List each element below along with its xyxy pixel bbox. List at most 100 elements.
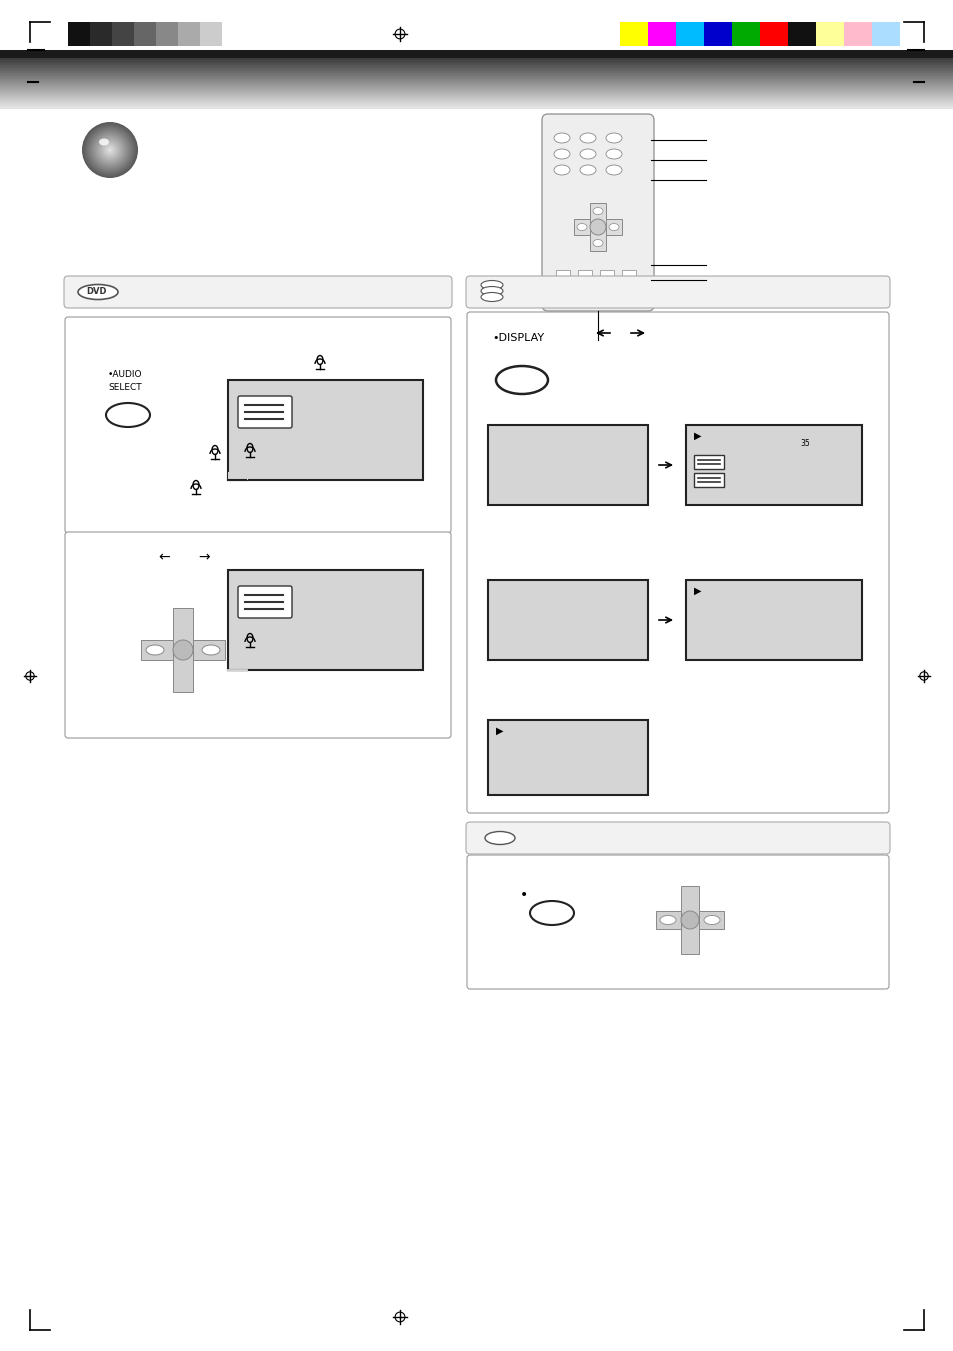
Circle shape <box>84 124 136 176</box>
Bar <box>0 53 953 55</box>
Bar <box>619 22 647 46</box>
Bar <box>0 104 953 105</box>
Bar <box>0 86 953 88</box>
Bar <box>599 286 614 295</box>
Ellipse shape <box>577 223 586 231</box>
Bar <box>0 86 953 89</box>
Bar <box>0 105 953 108</box>
Circle shape <box>98 138 122 162</box>
Bar <box>0 101 953 103</box>
Text: ▶: ▶ <box>496 725 503 736</box>
Bar <box>0 97 953 99</box>
Text: SELECT: SELECT <box>108 382 141 392</box>
Ellipse shape <box>579 165 596 176</box>
Circle shape <box>97 136 123 163</box>
Circle shape <box>107 147 112 153</box>
Bar <box>0 76 953 77</box>
Bar <box>0 72 953 73</box>
Bar <box>0 70 953 72</box>
Ellipse shape <box>554 149 569 159</box>
Bar <box>0 50 953 51</box>
Bar <box>0 99 953 101</box>
Bar <box>0 77 953 78</box>
FancyBboxPatch shape <box>237 586 292 617</box>
Circle shape <box>90 130 130 170</box>
Ellipse shape <box>605 165 621 176</box>
Ellipse shape <box>593 208 602 215</box>
Bar <box>0 88 953 91</box>
Bar <box>228 570 422 670</box>
Text: •AUDIO: •AUDIO <box>108 370 142 380</box>
Ellipse shape <box>480 293 502 301</box>
Bar <box>0 59 953 62</box>
Circle shape <box>106 146 113 154</box>
Bar <box>0 58 953 59</box>
Bar <box>0 82 953 84</box>
Bar <box>0 103 953 105</box>
Bar <box>0 57 953 59</box>
Text: ▶: ▶ <box>693 431 700 440</box>
Text: DVD: DVD <box>86 286 107 296</box>
Bar <box>685 426 862 505</box>
FancyBboxPatch shape <box>65 532 451 738</box>
Ellipse shape <box>106 403 150 427</box>
Bar <box>0 85 953 86</box>
Bar <box>0 100 953 101</box>
Bar <box>578 286 592 295</box>
Circle shape <box>99 139 121 161</box>
Bar <box>0 78 953 81</box>
Bar <box>621 270 636 280</box>
Circle shape <box>102 142 118 158</box>
Circle shape <box>108 149 112 153</box>
Ellipse shape <box>703 916 720 924</box>
Ellipse shape <box>480 281 502 289</box>
Bar <box>0 61 953 63</box>
Bar <box>621 286 636 295</box>
Bar <box>488 426 647 505</box>
Bar <box>0 66 953 68</box>
Bar <box>0 72 953 74</box>
Circle shape <box>101 141 119 159</box>
Bar <box>0 78 953 80</box>
Bar <box>731 22 760 46</box>
Bar <box>0 50 953 58</box>
Circle shape <box>94 134 126 166</box>
Ellipse shape <box>530 901 574 925</box>
Ellipse shape <box>202 644 220 655</box>
Ellipse shape <box>605 132 621 143</box>
Bar <box>0 54 953 55</box>
Bar <box>0 65 953 68</box>
Bar <box>0 96 953 99</box>
Bar <box>574 219 621 235</box>
Circle shape <box>91 131 129 169</box>
Text: ←: ← <box>149 646 156 655</box>
Circle shape <box>100 141 120 159</box>
Circle shape <box>680 911 699 929</box>
Bar <box>0 76 953 78</box>
Ellipse shape <box>480 286 502 296</box>
Bar <box>0 63 953 66</box>
Text: →: → <box>198 550 210 563</box>
Bar <box>222 22 244 46</box>
Circle shape <box>172 640 193 661</box>
Bar <box>578 270 592 280</box>
Bar <box>676 22 703 46</box>
Bar <box>156 22 178 46</box>
Bar <box>0 74 953 76</box>
Circle shape <box>96 136 124 163</box>
Bar <box>488 580 647 661</box>
Bar <box>178 22 200 46</box>
Bar <box>488 720 647 794</box>
Circle shape <box>88 128 132 172</box>
Bar <box>0 55 953 58</box>
Bar <box>556 270 569 280</box>
Ellipse shape <box>593 239 602 246</box>
Bar <box>0 99 953 100</box>
Ellipse shape <box>608 223 618 231</box>
Bar <box>0 55 953 57</box>
Ellipse shape <box>484 831 515 844</box>
FancyBboxPatch shape <box>465 821 889 854</box>
Circle shape <box>95 135 125 165</box>
Bar <box>228 471 248 480</box>
Bar <box>0 91 953 92</box>
